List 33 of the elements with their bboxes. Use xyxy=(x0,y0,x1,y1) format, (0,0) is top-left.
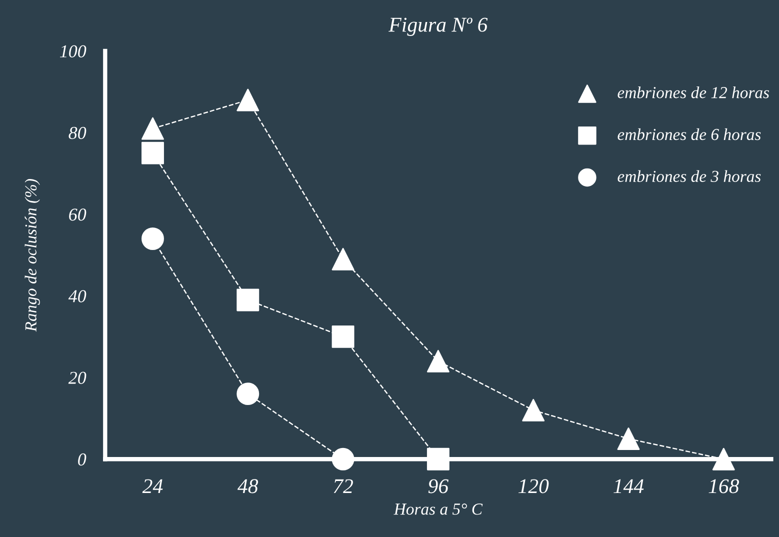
point xyxy=(236,88,260,112)
y-tick-label: 20 xyxy=(68,372,86,384)
point xyxy=(522,398,545,422)
legend-label: embriones de 12 horas xyxy=(618,86,770,98)
point xyxy=(236,288,260,312)
point xyxy=(712,448,735,470)
legend-label: embriones de 3 horas xyxy=(618,170,761,182)
x-tick-label: 144 xyxy=(614,479,644,494)
y-tick-label: 60 xyxy=(69,208,86,221)
point xyxy=(142,142,164,164)
y-tick-label: 0 xyxy=(78,453,86,466)
point xyxy=(332,248,354,270)
x-tick-label: 96 xyxy=(428,479,449,494)
point xyxy=(617,428,640,450)
point xyxy=(426,448,450,470)
x-tick-label: 24 xyxy=(142,479,163,494)
point xyxy=(142,117,164,140)
legend-label: embriones de 6 horas xyxy=(618,128,761,140)
x-tick-label: 72 xyxy=(334,479,353,494)
point xyxy=(142,228,164,250)
x-axis-title: Horas a 5° C xyxy=(394,504,483,515)
x-tick-label: 48 xyxy=(238,479,258,494)
y-axis-title: Rango de oclusión (%) xyxy=(24,178,40,332)
y-tick-label: 80 xyxy=(68,126,86,140)
x-tick-label: 168 xyxy=(708,479,740,494)
point xyxy=(236,382,260,406)
chart-title: Figura Nº 6 xyxy=(388,18,488,36)
x-tick-label: 120 xyxy=(518,479,549,494)
y-tick-label: 100 xyxy=(60,45,86,58)
point xyxy=(332,325,354,348)
y-tick-label: 40 xyxy=(68,290,86,302)
point xyxy=(426,350,450,372)
point xyxy=(332,448,354,470)
